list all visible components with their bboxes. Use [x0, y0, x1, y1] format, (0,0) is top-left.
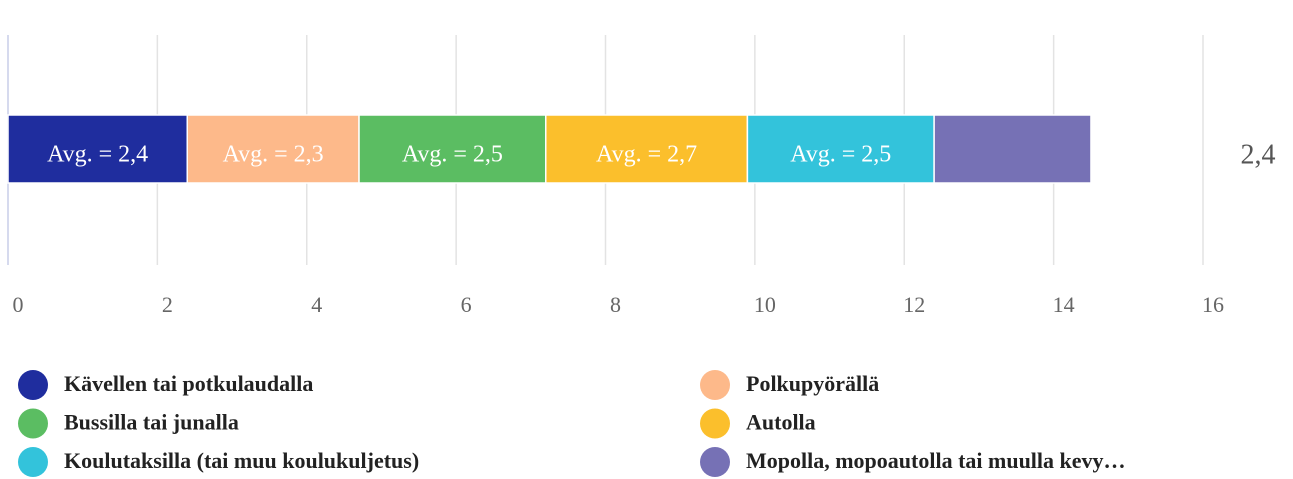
x-tick-label: 10 [754, 292, 776, 317]
legend-label: Bussilla tai junalla [64, 410, 239, 435]
legend-swatch [18, 447, 48, 477]
value-label: Avg. = 2,5 [790, 142, 891, 168]
value-label: Avg. = 2,7 [596, 142, 697, 168]
x-tick-label: 16 [1202, 292, 1224, 317]
legend-label: Mopolla, mopoautolla tai muulla kevy… [746, 448, 1126, 473]
legend-label: Kävellen tai potkulaudalla [64, 371, 313, 396]
x-tick-label: 14 [1053, 292, 1075, 317]
legend-label: Autolla [746, 410, 816, 435]
bar-segment [358, 114, 547, 184]
value-label: Avg. = 2,4 [47, 142, 148, 168]
bar-segment [933, 114, 1092, 184]
value-label: Avg. = 2,3 [223, 142, 324, 168]
legend-label: Koulutaksilla (tai muu koulukuljetus) [64, 448, 419, 473]
x-tick-label: 4 [311, 292, 322, 317]
bar-segment [545, 114, 749, 184]
legend-swatch [18, 370, 48, 400]
legend-swatch [18, 408, 48, 439]
x-tick-label: 0 [13, 292, 24, 317]
legend-swatch [700, 408, 730, 439]
value-label: Avg. = 2,5 [402, 142, 503, 168]
legend-label: Polkupyörällä [746, 371, 879, 396]
legend-swatch [700, 370, 730, 400]
legend-swatch [700, 447, 730, 477]
x-tick-label: 12 [903, 292, 925, 317]
bar-segment [746, 114, 935, 184]
x-tick-label: 6 [461, 292, 472, 317]
x-tick-label: 8 [610, 292, 621, 317]
total-label: 2,4 [1241, 139, 1276, 170]
x-tick-label: 2 [162, 292, 173, 317]
bar-segment [186, 114, 360, 184]
